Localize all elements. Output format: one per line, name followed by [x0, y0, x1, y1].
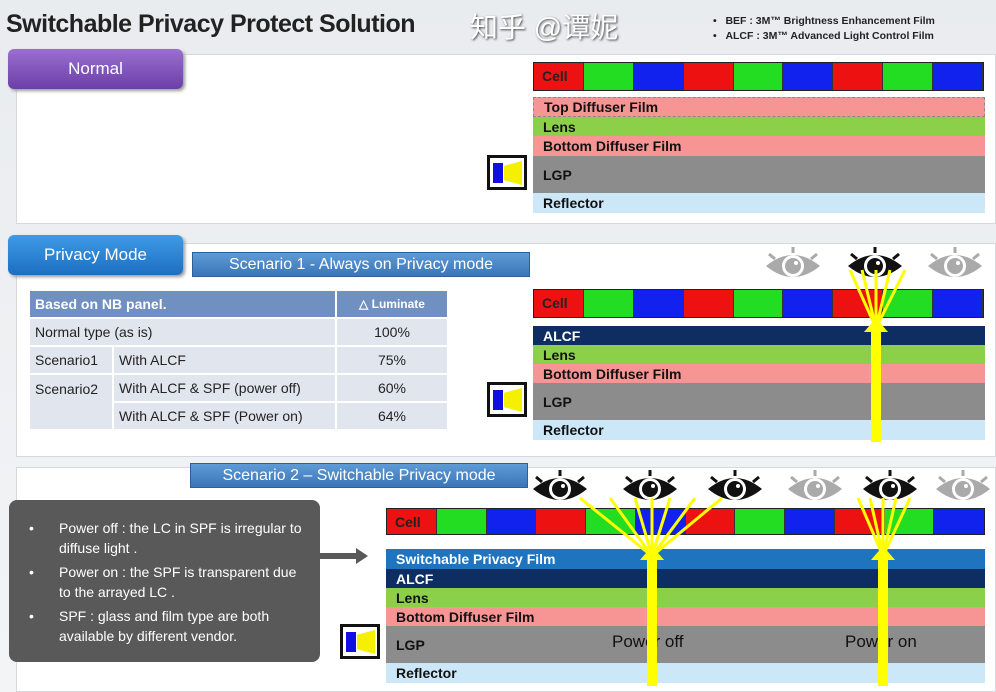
subpixel [583, 290, 634, 317]
cell-label: Cell [542, 295, 568, 311]
subpixel [534, 290, 584, 317]
subpixel [683, 290, 734, 317]
subpixel [583, 63, 634, 90]
note-text: BEF : 3M™ Brightness Enhancement Film [725, 15, 935, 27]
table-cell: With ALCF [112, 345, 337, 375]
arrow-head [864, 318, 888, 332]
subpixel [785, 509, 835, 534]
light-ray [608, 497, 654, 557]
layer-3: LGP [533, 383, 985, 420]
layer-4: Reflector [533, 193, 985, 213]
page-title: Switchable Privacy Protect Solution [6, 10, 416, 38]
subpixel [783, 290, 834, 317]
subpixel [536, 509, 586, 534]
table-row: Scenario1 With ALCF 75% [28, 345, 449, 375]
eye-icon [766, 247, 820, 277]
light-ray [881, 497, 898, 557]
cell-label: Cell [542, 68, 568, 84]
layer-3: LGP [533, 156, 985, 193]
eye-icon [936, 470, 990, 500]
eye-icon [708, 470, 762, 500]
table-cell: With ALCF & SPF (Power on) [112, 401, 337, 431]
note-bef: • BEF : 3M™ Brightness Enhancement Film [713, 15, 935, 27]
eye-icon [623, 470, 677, 500]
scenario1-tag: Scenario 1 - Always on Privacy mode [192, 252, 530, 277]
table-cell: With ALCF & SPF (power off) [112, 373, 337, 403]
layer-2: Lens [386, 588, 985, 607]
arrow-head [871, 546, 895, 560]
subpixel [733, 63, 784, 90]
bullet: Power off : the LC in SPF is irregular t… [23, 518, 310, 558]
light-ray [650, 497, 672, 557]
bullet: SPF : glass and film type are both avail… [23, 606, 310, 646]
layer-0: Top Diffuser Film [533, 97, 985, 117]
watermark: 知乎 @谭妮 [470, 12, 619, 43]
light-source-icon [340, 624, 380, 659]
light-ray [881, 497, 912, 557]
color-cells [533, 62, 984, 91]
arrow-right-icon [320, 548, 368, 564]
subpixel [933, 290, 984, 317]
light-ray [651, 496, 723, 558]
light-source-icon [487, 155, 527, 190]
table-cell: Scenario2 [28, 373, 114, 431]
light-ray [874, 269, 907, 329]
eye-icon [863, 470, 917, 500]
eye-icon [533, 470, 587, 500]
light-ray [856, 497, 885, 557]
subpixel [633, 63, 684, 90]
light-ray [579, 496, 653, 558]
light-ray [650, 497, 697, 557]
subpixel [387, 509, 437, 534]
subpixel [883, 63, 934, 90]
eye-icon [788, 470, 842, 500]
light-source-icon [487, 382, 527, 417]
light-ray [874, 269, 892, 329]
light-ray [868, 497, 885, 557]
table-row: Scenario2 With ALCF & SPF (power off) 60% [28, 373, 449, 431]
subpixel [833, 63, 884, 90]
arrow-head [640, 546, 664, 560]
scenario2-tag: Scenario 2 – Switchable Privacy mode [190, 463, 528, 488]
table-cell: Scenario1 [28, 345, 114, 375]
light-ray [848, 269, 878, 329]
light-ray [633, 497, 654, 557]
subpixel [783, 63, 834, 90]
table-cell: Normal type (as is) [28, 317, 337, 347]
table-cell: 100% [335, 317, 449, 347]
layer-5: Reflector [386, 663, 985, 683]
subpixel [933, 63, 984, 90]
light-ray [860, 269, 878, 329]
subpixel [486, 509, 537, 534]
subpixel [534, 63, 584, 90]
table-header: Based on NB panel. [28, 289, 337, 319]
layer-2: Bottom Diffuser Film [533, 136, 985, 156]
layer-1: ALCF [386, 569, 985, 588]
explanation-box: Power off : the LC in SPF is irregular t… [9, 500, 320, 662]
layer-1: Lens [533, 117, 985, 136]
table-row: Normal type (as is) 100% [28, 317, 449, 347]
table-header: △ Luminate [335, 289, 449, 319]
subpixel [633, 290, 684, 317]
subpixel [733, 290, 784, 317]
normal-button[interactable]: Normal [8, 49, 183, 89]
table-cell: 64% [335, 401, 449, 431]
privacy-mode-button[interactable]: Privacy Mode [8, 235, 183, 275]
cell-label: Cell [395, 514, 421, 530]
table-cell: 60% [335, 373, 449, 403]
bullet: Power on : the SPF is transparent due to… [23, 562, 310, 602]
luminance-table: Based on NB panel. △ Luminate Normal type… [28, 289, 449, 431]
note-text: ALCF : 3M™ Advanced Light Control Film [725, 30, 934, 42]
layer-0: Switchable Privacy Film [386, 549, 985, 569]
subpixel [934, 509, 984, 534]
table-row: With ALCF & SPF (Power on) 64% [29, 401, 449, 431]
eye-icon [928, 247, 982, 277]
table-cell: 75% [335, 345, 449, 375]
subpixel [436, 509, 487, 534]
note-alcf: • ALCF : 3M™ Advanced Light Control Film [713, 30, 934, 42]
subpixel [735, 509, 785, 534]
subpixel [683, 63, 734, 90]
layer-3: Bottom Diffuser Film [386, 607, 985, 626]
